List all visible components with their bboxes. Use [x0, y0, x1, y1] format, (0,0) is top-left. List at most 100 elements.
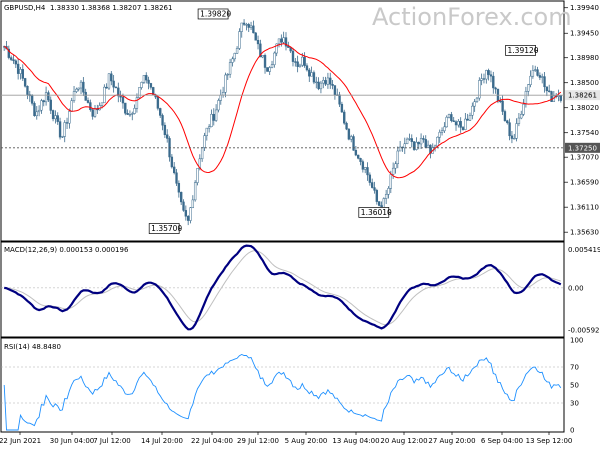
candle-body: [494, 87, 497, 90]
candle-body: [268, 67, 271, 72]
rsi-y-axis: 100 70 50 30 0: [570, 337, 583, 435]
candle-body: [333, 85, 337, 96]
candle-body: [284, 37, 288, 47]
x-tick-label: 14 Jul 20:00: [141, 437, 183, 445]
candle-body: [506, 120, 509, 123]
candle-body: [91, 109, 94, 117]
candle-body: [44, 92, 48, 103]
candle-body: [65, 122, 69, 124]
macd-panel-frame: [0, 241, 565, 338]
candle-body: [107, 73, 111, 89]
candle-body: [405, 138, 409, 145]
candle-body: [231, 58, 234, 63]
candle-body: [391, 167, 395, 175]
candle-body: [193, 182, 197, 201]
candle-body: [457, 121, 460, 126]
candle-body: [128, 114, 132, 116]
candle-body: [377, 201, 381, 206]
price-tick-label: 1.36110: [570, 204, 599, 212]
price-tick-label: 1.39940: [570, 4, 599, 12]
candle-body: [296, 61, 299, 67]
candle-body: [471, 105, 474, 116]
price-tick-label: 1.38500: [570, 79, 599, 87]
candle-body: [417, 141, 420, 145]
candle-body: [275, 43, 278, 54]
candle-body: [14, 60, 17, 65]
candle-body: [289, 47, 292, 52]
candle-body: [282, 37, 285, 43]
candle-body: [459, 121, 462, 128]
candle-body: [527, 84, 530, 92]
candle-body: [396, 150, 399, 165]
candle-body: [398, 146, 402, 152]
candle-body: [357, 154, 360, 159]
candle-body: [375, 190, 379, 202]
candle-body: [436, 136, 439, 147]
candle-body: [49, 99, 52, 111]
candle-body: [312, 72, 316, 83]
candle-body: [100, 102, 104, 106]
candle-body: [228, 62, 232, 75]
annotation-label: 1.35700: [151, 224, 182, 233]
candle-body: [345, 122, 348, 130]
candle-body: [529, 75, 532, 85]
candle-body: [338, 94, 341, 105]
candle-body: [329, 77, 332, 85]
candle-body: [82, 81, 85, 93]
candle-body: [70, 100, 73, 112]
candle-body: [522, 103, 525, 115]
rsi-tick-label: 30: [570, 400, 579, 408]
candle-body: [301, 56, 304, 66]
candle-body: [161, 115, 164, 126]
candle-body: [247, 24, 250, 28]
price-tag-box: [565, 142, 600, 153]
candle-body: [452, 120, 455, 122]
candle-body: [294, 61, 297, 63]
candle-body: [191, 199, 195, 208]
candle-body: [140, 82, 143, 88]
candle-body: [79, 81, 83, 89]
candle-body: [412, 141, 416, 150]
candle-body: [207, 126, 211, 129]
candle-body: [536, 69, 539, 76]
candle-body: [319, 82, 323, 90]
price-title: GBPUSD,H4: [4, 4, 46, 12]
candle-body: [326, 77, 330, 85]
candle-body: [368, 174, 372, 183]
x-tick-label: 5 Aug 20:00: [285, 437, 328, 445]
candle-body: [245, 24, 248, 26]
candle-body: [9, 57, 13, 60]
candle-body: [347, 128, 351, 140]
candle-body: [133, 108, 136, 114]
candle-body: [149, 83, 153, 88]
candle-body: [124, 102, 127, 114]
candle-body: [538, 75, 542, 78]
candle-body: [252, 25, 255, 34]
candle-body: [42, 100, 45, 103]
candle-body: [58, 121, 62, 138]
price-tag-label: 1.37250: [568, 144, 597, 152]
candle-body: [63, 122, 66, 137]
candle-body: [503, 111, 507, 121]
macd-tick-label: 0.00: [568, 284, 584, 292]
candle-body: [543, 76, 546, 88]
candle-body: [7, 48, 11, 58]
candle-body: [117, 87, 120, 97]
candle-body: [256, 40, 260, 45]
current-price-tag: 1.38261: [565, 90, 600, 101]
candle-body: [534, 69, 537, 71]
candle-body: [235, 48, 239, 54]
x-axis: 22 Jun 2021 30 Jun 04:00 7 Jul 12:00 14 Jul…: [0, 432, 572, 445]
candle-body: [126, 113, 129, 115]
candle-body: [12, 59, 15, 62]
candle-body: [233, 53, 236, 60]
candle-body: [450, 114, 453, 121]
candle-body: [210, 113, 213, 128]
candle-body: [277, 38, 281, 45]
price-tag-box: [565, 90, 600, 101]
x-tick-label: 13 Sep 12:00: [526, 437, 573, 445]
candle-body: [317, 81, 320, 90]
rsi-line: [3, 354, 562, 431]
candle-body: [366, 167, 369, 176]
candle-body: [524, 91, 528, 105]
